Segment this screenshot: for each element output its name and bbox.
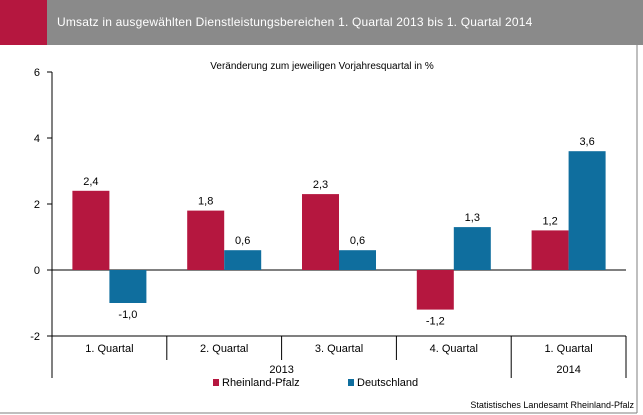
data-label: 2,4: [83, 176, 98, 188]
chart-title: Umsatz in ausgewählten Dienstleistungsbe…: [57, 15, 533, 29]
data-label: 3,6: [579, 136, 594, 148]
data-label: 0,6: [235, 235, 250, 247]
bar-deutschland: [568, 151, 606, 270]
legend-swatch: [213, 379, 219, 386]
source-note: Statistisches Landesamt Rheinland-Pfalz: [470, 400, 634, 410]
x-category-label: 1. Quartal: [85, 343, 133, 355]
x-category-label: 1. Quartal: [544, 343, 592, 355]
data-label: 2,3: [313, 179, 328, 191]
data-label: 1,2: [542, 215, 557, 227]
chart-subtitle: Veränderung zum jeweiligen Vorjahresquar…: [210, 61, 434, 72]
y-tick-label: 2: [34, 199, 40, 211]
data-label: 1,3: [465, 212, 480, 224]
x-category-label: 2. Quartal: [200, 343, 248, 355]
bar-rheinland-pfalz: [531, 230, 569, 270]
y-tick-label: 0: [34, 265, 40, 277]
legend-label: Deutschland: [357, 377, 418, 389]
bar-rheinland-pfalz: [72, 190, 110, 270]
legend-label: Rheinland-Pfalz: [222, 377, 300, 389]
x-group-label: 2013: [269, 364, 293, 376]
data-label: -1,0: [118, 309, 137, 321]
header-bar: Umsatz in ausgewählten Dienstleistungsbe…: [0, 0, 643, 45]
bar-rheinland-pfalz: [187, 210, 225, 270]
y-tick-label: 6: [34, 67, 40, 79]
data-label: -1,2: [426, 316, 445, 328]
bar-rheinland-pfalz: [416, 270, 454, 310]
x-group-label: 2014: [556, 364, 580, 376]
data-label: 1,8: [198, 196, 213, 208]
bar-deutschland: [224, 250, 262, 270]
bar-deutschland: [339, 250, 376, 270]
legend-swatch: [348, 379, 354, 386]
bar-rheinland-pfalz: [302, 194, 339, 270]
header-accent-block: [0, 0, 47, 45]
y-tick-label: -2: [30, 331, 40, 343]
data-label: 0,6: [350, 235, 365, 247]
bar-deutschland: [453, 227, 491, 270]
bar-deutschland: [109, 270, 147, 303]
x-category-label: 4. Quartal: [430, 343, 478, 355]
y-tick-label: 4: [34, 133, 40, 145]
x-category-label: 3. Quartal: [315, 343, 363, 355]
